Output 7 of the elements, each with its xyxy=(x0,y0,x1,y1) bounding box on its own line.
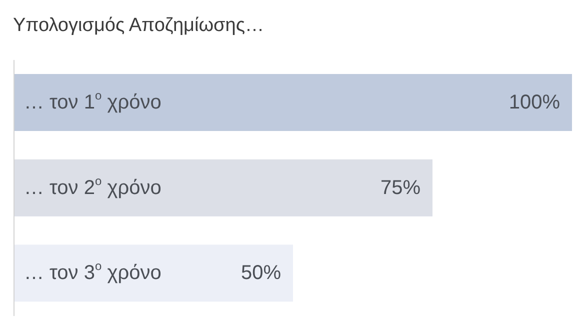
chart-title: Υπολογισμός Αποζημίωσης… xyxy=(13,15,264,37)
y-tick-label: … τον 3$^{ο}$ χρόνο xyxy=(24,259,162,284)
data-label: 75% xyxy=(380,176,421,199)
y-tick-label: … τον 1$^{ο}$ χρόνο xyxy=(24,88,162,114)
data-label: 50% xyxy=(240,262,282,284)
data-label: 100% xyxy=(508,92,560,114)
y-tick-label: … τον 2$^{ο}$ χρόνο xyxy=(24,174,162,199)
